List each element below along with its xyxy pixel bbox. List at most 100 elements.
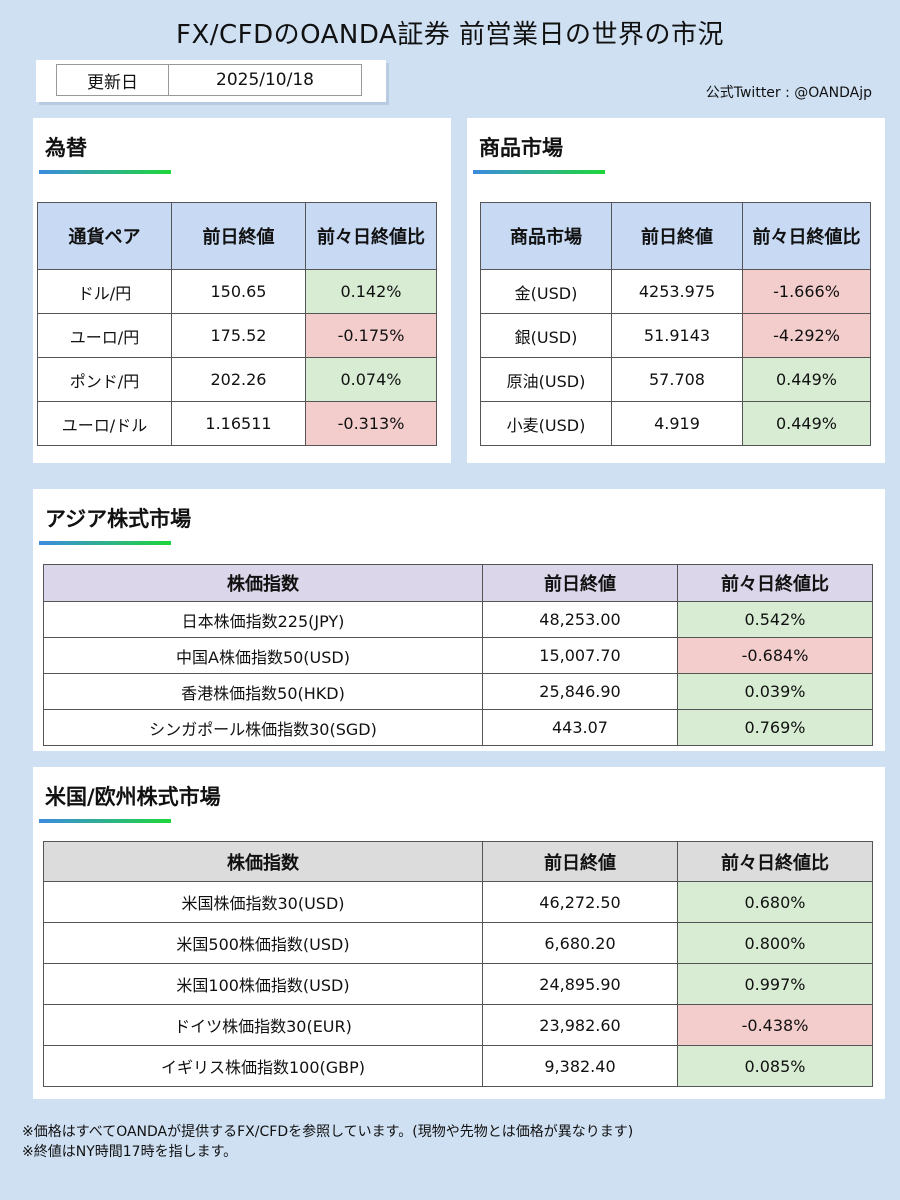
us-eu-close: 24,895.90 <box>482 963 678 1005</box>
table-row: ユーロ/円 175.52 -0.175% <box>37 313 437 358</box>
asia-panel: アジア株式市場 株価指数 前日終値 前々日終値比 日本株価指数225(JPY) … <box>33 489 885 751</box>
us-eu-header-change: 前々日終値比 <box>677 841 873 882</box>
twitter-account[interactable]: 公式Twitter : @OANDAjp <box>705 85 872 101</box>
asia-change: 0.039% <box>677 673 873 710</box>
commodity-header-name: 商品市場 <box>480 202 612 270</box>
table-row: ポンド/円 202.26 0.074% <box>37 357 437 402</box>
update-date-box: 更新日 2025/10/18 <box>36 60 386 102</box>
us-eu-close: 46,272.50 <box>482 881 678 923</box>
us-eu-change: 0.680% <box>677 881 873 923</box>
fx-pair: ユーロ/円 <box>37 313 172 358</box>
table-row: 米国500株価指数(USD) 6,680.20 0.800% <box>43 922 873 964</box>
us-eu-change: 0.997% <box>677 963 873 1005</box>
table-row: 米国100株価指数(USD) 24,895.90 0.997% <box>43 963 873 1005</box>
fx-header-close: 前日終値 <box>171 202 306 270</box>
asia-header-close: 前日終値 <box>482 564 678 602</box>
fx-change: -0.313% <box>305 401 437 446</box>
footnotes: ※価格はすべてOANDAが提供するFX/CFDを参照しています。(現物や先物とは… <box>22 1122 633 1162</box>
us-eu-close: 23,982.60 <box>482 1004 678 1046</box>
commodity-header-change: 前々日終値比 <box>742 202 871 270</box>
us-eu-table: 株価指数 前日終値 前々日終値比 米国株価指数30(USD) 46,272.50… <box>43 841 873 1087</box>
fx-header-change: 前々日終値比 <box>305 202 437 270</box>
us-eu-change: 0.085% <box>677 1045 873 1087</box>
table-row: ユーロ/ドル 1.16511 -0.313% <box>37 401 437 446</box>
commodity-change: 0.449% <box>742 357 871 402</box>
fx-pair: ドル/円 <box>37 269 172 314</box>
us-eu-title: 米国/欧州株式市場 <box>45 785 221 809</box>
us-eu-close: 6,680.20 <box>482 922 678 964</box>
table-row: 中国A株価指数50(USD) 15,007.70 -0.684% <box>43 637 873 674</box>
fx-change: 0.074% <box>305 357 437 402</box>
fx-change: 0.142% <box>305 269 437 314</box>
table-row: 銀(USD) 51.9143 -4.292% <box>480 313 871 358</box>
fx-header-pair: 通貨ペア <box>37 202 172 270</box>
table-row: シンガポール株価指数30(SGD) 443.07 0.769% <box>43 709 873 746</box>
us-eu-index: 米国株価指数30(USD) <box>43 881 483 923</box>
asia-index: 中国A株価指数50(USD) <box>43 637 483 674</box>
page-title: FX/CFDのOANDA証券 前営業日の世界の市況 <box>175 20 724 50</box>
asia-index: 香港株価指数50(HKD) <box>43 673 483 710</box>
asia-title-underline <box>39 541 171 545</box>
commodity-close: 57.708 <box>611 357 743 402</box>
asia-change: -0.684% <box>677 637 873 674</box>
fx-close: 1.16511 <box>171 401 306 446</box>
table-row: 原油(USD) 57.708 0.449% <box>480 357 871 402</box>
asia-close: 443.07 <box>482 709 678 746</box>
commodity-table: 商品市場 前日終値 前々日終値比 金(USD) 4253.975 -1.666%… <box>480 202 871 446</box>
commodity-title-underline <box>473 170 605 174</box>
table-row: 香港株価指数50(HKD) 25,846.90 0.039% <box>43 673 873 710</box>
asia-close: 25,846.90 <box>482 673 678 710</box>
table-row: 米国株価指数30(USD) 46,272.50 0.680% <box>43 881 873 923</box>
us-eu-header-index: 株価指数 <box>43 841 483 882</box>
commodity-close: 4253.975 <box>611 269 743 314</box>
asia-title: アジア株式市場 <box>45 507 192 531</box>
update-date: 2025/10/18 <box>168 64 362 96</box>
commodity-name: 金(USD) <box>480 269 612 314</box>
footnote-line: ※価格はすべてOANDAが提供するFX/CFDを参照しています。(現物や先物とは… <box>22 1124 634 1140</box>
fx-table: 通貨ペア 前日終値 前々日終値比 ドル/円 150.65 0.142% ユーロ/… <box>37 202 437 446</box>
commodity-name: 銀(USD) <box>480 313 612 358</box>
fx-change: -0.175% <box>305 313 437 358</box>
fx-pair: ユーロ/ドル <box>37 401 172 446</box>
us-eu-index: ドイツ株価指数30(EUR) <box>43 1004 483 1046</box>
us-eu-index: イギリス株価指数100(GBP) <box>43 1045 483 1087</box>
asia-index: シンガポール株価指数30(SGD) <box>43 709 483 746</box>
us-eu-change: -0.438% <box>677 1004 873 1046</box>
fx-close: 175.52 <box>171 313 306 358</box>
us-eu-index: 米国100株価指数(USD) <box>43 963 483 1005</box>
table-row: 金(USD) 4253.975 -1.666% <box>480 269 871 314</box>
fx-close: 150.65 <box>171 269 306 314</box>
table-row: ドイツ株価指数30(EUR) 23,982.60 -0.438% <box>43 1004 873 1046</box>
table-row: ドル/円 150.65 0.142% <box>37 269 437 314</box>
commodity-close: 51.9143 <box>611 313 743 358</box>
commodity-title: 商品市場 <box>479 136 563 160</box>
us-eu-change: 0.800% <box>677 922 873 964</box>
commodity-header-close: 前日終値 <box>611 202 743 270</box>
asia-header-change: 前々日終値比 <box>677 564 873 602</box>
update-label: 更新日 <box>56 64 169 96</box>
fx-title: 為替 <box>45 136 87 160</box>
asia-close: 15,007.70 <box>482 637 678 674</box>
asia-table: 株価指数 前日終値 前々日終値比 日本株価指数225(JPY) 48,253.0… <box>43 564 873 746</box>
asia-index: 日本株価指数225(JPY) <box>43 601 483 638</box>
fx-pair: ポンド/円 <box>37 357 172 402</box>
fx-title-underline <box>39 170 171 174</box>
fx-panel: 為替 通貨ペア 前日終値 前々日終値比 ドル/円 150.65 0.142% ユ… <box>33 118 451 463</box>
us-eu-title-underline <box>39 819 171 823</box>
asia-change: 0.769% <box>677 709 873 746</box>
commodity-change: -4.292% <box>742 313 871 358</box>
commodity-name: 小麦(USD) <box>480 401 612 446</box>
asia-header-index: 株価指数 <box>43 564 483 602</box>
us-eu-header-close: 前日終値 <box>482 841 678 882</box>
commodity-panel: 商品市場 商品市場 前日終値 前々日終値比 金(USD) 4253.975 -1… <box>467 118 885 463</box>
us-eu-panel: 米国/欧州株式市場 株価指数 前日終値 前々日終値比 米国株価指数30(USD)… <box>33 767 885 1099</box>
fx-close: 202.26 <box>171 357 306 402</box>
commodity-change: -1.666% <box>742 269 871 314</box>
footnote-line: ※終値はNY時間17時を指します。 <box>22 1144 238 1160</box>
table-row: 小麦(USD) 4.919 0.449% <box>480 401 871 446</box>
us-eu-close: 9,382.40 <box>482 1045 678 1087</box>
us-eu-index: 米国500株価指数(USD) <box>43 922 483 964</box>
commodity-name: 原油(USD) <box>480 357 612 402</box>
table-row: イギリス株価指数100(GBP) 9,382.40 0.085% <box>43 1045 873 1087</box>
commodity-close: 4.919 <box>611 401 743 446</box>
